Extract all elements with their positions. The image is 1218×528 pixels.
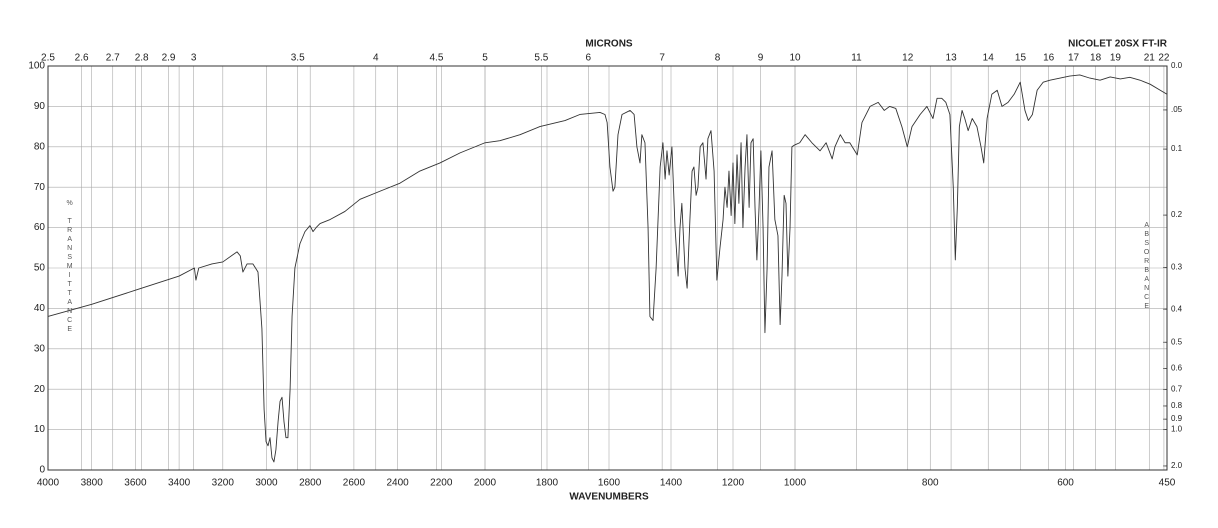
x2-tick-label: 11: [851, 53, 862, 64]
marks: [47, 74, 1168, 463]
x-tick-label: 3000: [255, 478, 278, 489]
grid: 0 10 20 30 40 50 60 70 80 90 100 0.0 .05 0.1 0.2 0.3 0.4…: [28, 53, 1182, 489]
y2-tick-label: 0.2: [1171, 210, 1183, 219]
x2-tick-label: 8: [715, 53, 721, 64]
x-tick-label: 2000: [474, 478, 497, 489]
x2-tick-label: 14: [983, 53, 995, 64]
y2-tick-label: 0.9: [1171, 414, 1183, 423]
y2-tick-label: .05: [1171, 105, 1183, 114]
plot-frame: [47, 65, 1168, 471]
x-tick-label: 4000: [37, 478, 60, 489]
x2-tick-label: 2.5: [41, 53, 55, 64]
y2-tick-label: 0.8: [1171, 401, 1183, 410]
y-tick-label: 70: [34, 182, 46, 193]
x2-tick-label: 4: [373, 53, 379, 64]
x2-tick-label: 2.6: [75, 53, 89, 64]
x2-tick-label: 2.9: [162, 53, 176, 64]
x2-tick-label: 5.5: [534, 53, 548, 64]
x-tick-label: 600: [1057, 478, 1074, 489]
x-tick-label: 3600: [124, 478, 147, 489]
y2-tick-label: 0.0: [1171, 61, 1183, 70]
y2-tick-label: 0.6: [1171, 364, 1183, 373]
y-tick-label: 100: [28, 61, 45, 72]
y-axis-title: % TRANSMITTANCE: [66, 200, 73, 335]
y2-tick-label: 0.5: [1171, 337, 1183, 346]
x2-tick-label: 3.5: [291, 53, 305, 64]
y-tick-label: 40: [34, 303, 46, 314]
x2-tick-label: 2.8: [135, 53, 149, 64]
x-tick-label: 1400: [660, 478, 683, 489]
x-tick-label: 1200: [722, 478, 745, 489]
x2-tick-label: 5: [482, 53, 488, 64]
x-tick-label: 800: [922, 478, 939, 489]
x2-tick-label: 12: [902, 53, 914, 64]
x2-tick-label: 19: [1110, 53, 1122, 64]
y-tick-label: 30: [34, 343, 46, 354]
y2-tick-label: 0.7: [1171, 385, 1183, 394]
y-tick-label: 20: [34, 384, 46, 395]
x2-tick-label: 16: [1043, 53, 1055, 64]
chart-title: NICOLET 20SX FT-IR: [1068, 39, 1168, 50]
x2-tick-label: 6: [586, 53, 592, 64]
x-tick-label: 1800: [536, 478, 559, 489]
x2-tick-label: 4.5: [429, 53, 443, 64]
x-tick-label: 450: [1159, 478, 1176, 489]
y-tick-label: 0: [39, 465, 45, 476]
x2-tick-label: 7: [659, 53, 665, 64]
y-tick-label: 90: [34, 101, 46, 112]
x-axis-title: WAVENUMBERS: [569, 492, 649, 503]
x2-tick-label: 13: [946, 53, 958, 64]
x2-tick-label: 9: [758, 53, 764, 64]
y-tick-label: 10: [34, 424, 46, 435]
y-tick-label: 60: [34, 222, 46, 233]
x-tick-label: 2200: [430, 478, 453, 489]
x2-tick-label: 15: [1015, 53, 1027, 64]
y2-tick-label: 2.0: [1171, 461, 1183, 470]
x2-tick-label: 3: [191, 53, 197, 64]
spectrum-line: [47, 74, 1168, 463]
y2-tick-label: 0.3: [1171, 263, 1183, 272]
x2-tick-label: 18: [1090, 53, 1102, 64]
x-tick-label: 1000: [784, 478, 807, 489]
x-tick-label: 3400: [168, 478, 191, 489]
top-axis-title: MICRONS: [585, 39, 633, 50]
x-tick-label: 1600: [598, 478, 621, 489]
x-tick-label: 2400: [386, 478, 409, 489]
y2-tick-label: 0.1: [1171, 144, 1183, 153]
x-tick-label: 2800: [299, 478, 322, 489]
y2-tick-label: 0.4: [1171, 304, 1183, 313]
x2-tick-label: 21: [1144, 53, 1156, 64]
y-tick-label: 80: [34, 141, 46, 152]
y2-tick-label: 1.0: [1171, 425, 1183, 434]
x-tick-label: 2600: [343, 478, 366, 489]
x2-tick-label: 10: [789, 53, 801, 64]
x-tick-label: 3800: [81, 478, 104, 489]
x2-tick-label: 17: [1068, 53, 1080, 64]
y2-axis-title: ABSORBANCE: [1143, 222, 1150, 312]
x2-tick-label: 2.7: [106, 53, 120, 64]
y-tick-label: 50: [34, 263, 46, 274]
x-tick-label: 3200: [212, 478, 235, 489]
x2-tick-label: 22: [1158, 53, 1170, 64]
